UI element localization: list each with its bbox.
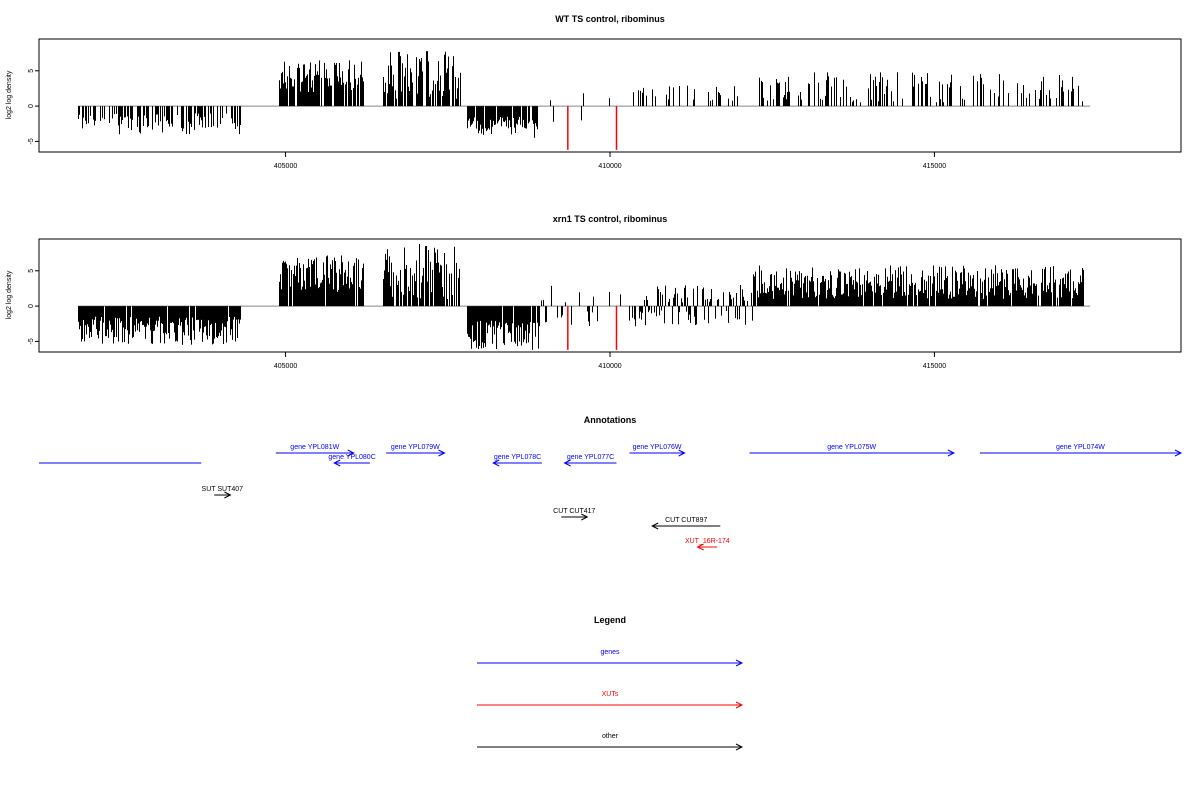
arrow-head	[696, 543, 704, 551]
xrn1-axes: 405000 410000 415000 -5 0 5	[28, 269, 946, 370]
legend-item-0: genes	[477, 649, 744, 667]
wt-y-axis-label: log2 log density	[6, 70, 13, 119]
legend-label: genes	[600, 649, 620, 656]
feature-label: gene YPL075W	[827, 444, 876, 451]
x-tick-label: 415000	[923, 363, 946, 370]
wt-axes: 405000 410000 415000 -5 0 5	[28, 69, 946, 170]
feature-label: gene YPL081W	[290, 444, 339, 451]
feature-label: gene YPL079W	[391, 444, 440, 451]
feature-12: XUT_16R-174	[685, 538, 730, 551]
feature-label: XUT_16R-174	[685, 538, 730, 545]
annotations-title: Annotations	[584, 415, 637, 425]
feature-label: SUT SUT407	[202, 486, 244, 493]
feature-6: gene YPL076W	[629, 444, 686, 457]
xrn1-panel-title: xrn1 TS control, ribominus	[553, 214, 668, 224]
wt-panel-title: WT TS control, ribominus	[555, 14, 665, 24]
feature-1: gene YPL081W	[275, 444, 355, 457]
arrow-head	[1174, 449, 1183, 457]
legend-label: XUTs	[602, 691, 619, 698]
feature-label: CUT CUT417	[553, 508, 595, 515]
arrow-head	[333, 459, 341, 467]
arrow-head	[651, 522, 659, 530]
x-tick-label: 415000	[923, 163, 946, 170]
arrow-head	[678, 449, 686, 457]
feature-label: gene YPL076W	[633, 444, 682, 451]
feature-8: gene YPL074W	[979, 444, 1183, 457]
y-tick-label: 5	[28, 69, 35, 73]
y-tick-label: -5	[28, 138, 35, 144]
legend-label: other	[602, 733, 619, 740]
feature-label: gene YPL080C	[328, 454, 375, 461]
arrow-head	[735, 659, 744, 667]
feature-7: gene YPL075W	[749, 444, 956, 457]
y-tick-label: 5	[28, 269, 35, 273]
xrn1-density-panel: xrn1 TS control, ribominus log2 log dens…	[6, 214, 1182, 370]
feature-10: CUT CUT417	[553, 508, 596, 521]
y-tick-label: -5	[28, 338, 35, 344]
legend-item-2: other	[477, 733, 744, 751]
arrow-head	[563, 459, 571, 467]
legend-item-1: XUTs	[477, 691, 744, 709]
feature-11: CUT CUT897	[651, 517, 721, 530]
wt-plot-frame	[38, 38, 1182, 153]
arrow-head	[347, 449, 355, 457]
feature-4: gene YPL078C	[492, 454, 542, 467]
y-tick-label: 0	[28, 104, 35, 108]
xrn1-bars	[77, 244, 1091, 350]
feature-label: gene YPL074W	[1056, 444, 1105, 451]
feature-label: CUT CUT897	[665, 517, 707, 524]
x-tick-label: 410000	[598, 163, 621, 170]
legend-title: Legend	[594, 615, 626, 625]
x-tick-label: 410000	[598, 363, 621, 370]
feature-3: gene YPL079W	[386, 444, 446, 457]
legend-items: genes XUTs other	[477, 649, 744, 751]
arrow-head	[735, 743, 744, 751]
arrow-head	[438, 449, 446, 457]
arrow-head	[224, 491, 232, 499]
feature-2: gene YPL080C	[328, 454, 376, 467]
wt-density-panel: WT TS control, ribominus log2 log densit…	[6, 14, 1182, 170]
y-tick-label: 0	[28, 304, 35, 308]
arrow-head	[581, 513, 589, 521]
arrow-head	[947, 449, 956, 457]
arrow-head	[735, 701, 744, 709]
feature-arrows: gene YPL081W gene YPL080C gene YPL079W gene…	[39, 444, 1183, 551]
wt-bars	[77, 51, 1091, 150]
legend: Legend genes XUTs other	[477, 615, 744, 751]
arrow-head	[492, 459, 500, 467]
xrn1-y-axis-label: log2 log density	[6, 270, 13, 319]
x-tick-label: 405000	[274, 163, 297, 170]
feature-label: gene YPL077C	[567, 454, 614, 461]
feature-label: gene YPL078C	[494, 454, 541, 461]
x-tick-label: 405000	[274, 363, 297, 370]
feature-9: SUT SUT407	[202, 486, 244, 499]
feature-5: gene YPL077C	[563, 454, 617, 467]
